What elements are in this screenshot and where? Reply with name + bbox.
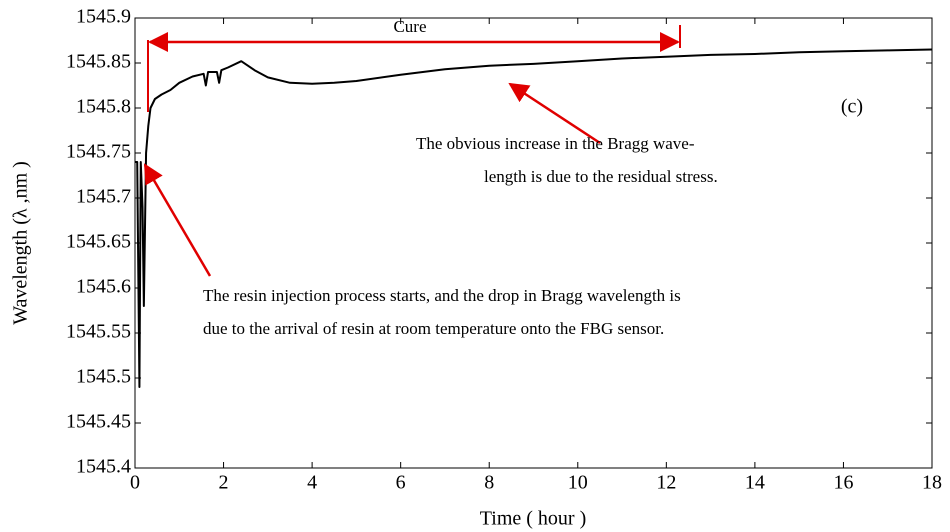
injection-arrow (143, 163, 212, 277)
panel-label: (c) (841, 96, 863, 118)
annotation-line: The obvious increase in the Bragg wave- (416, 134, 695, 153)
annotation-line: length is due to the residual stress. (484, 167, 718, 186)
increase-arrow (508, 82, 601, 145)
plot-frame (134, 17, 933, 469)
y-tick-label: 1545.45 (66, 411, 131, 433)
annotation-line: due to the arrival of resin at room temp… (203, 319, 664, 338)
x-tick-label: 18 (922, 472, 942, 494)
plot-area: 0 2 4 6 8 10 12 14 16 18 1545.4 1545.45 1545.5 1545.5… (66, 6, 942, 494)
cure-label: Cure (393, 17, 426, 36)
x-tick-label: 2 (219, 472, 229, 494)
x-tick-label: 10 (568, 472, 588, 494)
y-tick-label: 1545.5 (76, 366, 131, 388)
y-tick-label: 1545.8 (76, 96, 131, 118)
x-tick-label: 0 (130, 472, 140, 494)
x-axis-label: Time ( hour ) (480, 508, 586, 530)
y-tick-label: 1545.4 (76, 456, 131, 478)
x-tick-label: 8 (484, 472, 494, 494)
y-tick-label: 1545.6 (76, 276, 131, 298)
y-tick-label: 1545.9 (76, 6, 131, 28)
x-tick-label: 12 (656, 472, 676, 494)
x-tick-label: 6 (396, 472, 406, 494)
y-tick-label: 1545.7 (76, 186, 131, 208)
y-axis-label: Wavelength (λ ,nm ) (10, 161, 32, 325)
x-tick-label: 14 (745, 472, 765, 494)
annotation-line: The resin injection process starts, and … (203, 286, 681, 305)
x-tick-label: 16 (833, 472, 853, 494)
x-tick-label: 4 (307, 472, 317, 494)
y-tick-label: 1545.85 (66, 51, 131, 73)
y-tick-label: 1545.55 (66, 321, 131, 343)
data-line (135, 48, 933, 388)
y-tick-label: 1545.65 (66, 231, 131, 253)
y-tick-label: 1545.75 (66, 141, 131, 163)
